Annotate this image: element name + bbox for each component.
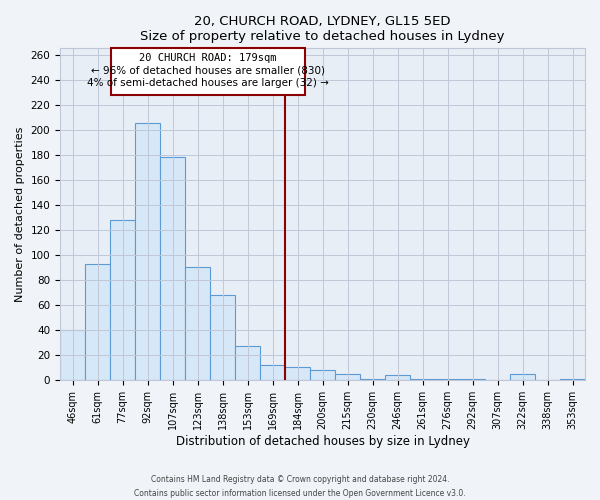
Text: 4% of semi-detached houses are larger (32) →: 4% of semi-detached houses are larger (3… (87, 78, 329, 88)
Bar (85, 264, 110, 380)
Bar (160, 157, 185, 380)
Bar (310, 370, 335, 380)
X-axis label: Distribution of detached houses by size in Lydney: Distribution of detached houses by size … (176, 434, 470, 448)
Bar (185, 268, 210, 380)
Bar (560, 378, 585, 380)
Bar (335, 374, 360, 380)
Bar (410, 378, 435, 380)
Bar (460, 378, 485, 380)
Text: Contains HM Land Registry data © Crown copyright and database right 2024.
Contai: Contains HM Land Registry data © Crown c… (134, 476, 466, 498)
Bar (385, 375, 410, 380)
Bar (210, 295, 235, 380)
Bar (135, 124, 160, 380)
Bar (360, 378, 385, 380)
Bar (260, 365, 285, 380)
Bar (285, 368, 310, 380)
Bar (510, 374, 535, 380)
Title: 20, CHURCH ROAD, LYDNEY, GL15 5ED
Size of property relative to detached houses i: 20, CHURCH ROAD, LYDNEY, GL15 5ED Size o… (140, 15, 505, 43)
Bar (110, 220, 135, 380)
Bar (235, 346, 260, 380)
Y-axis label: Number of detached properties: Number of detached properties (15, 126, 25, 302)
Text: ← 96% of detached houses are smaller (830): ← 96% of detached houses are smaller (83… (91, 66, 325, 76)
Bar (435, 378, 460, 380)
FancyBboxPatch shape (111, 48, 305, 94)
Text: 20 CHURCH ROAD: 179sqm: 20 CHURCH ROAD: 179sqm (139, 54, 277, 64)
Bar (60, 330, 85, 380)
